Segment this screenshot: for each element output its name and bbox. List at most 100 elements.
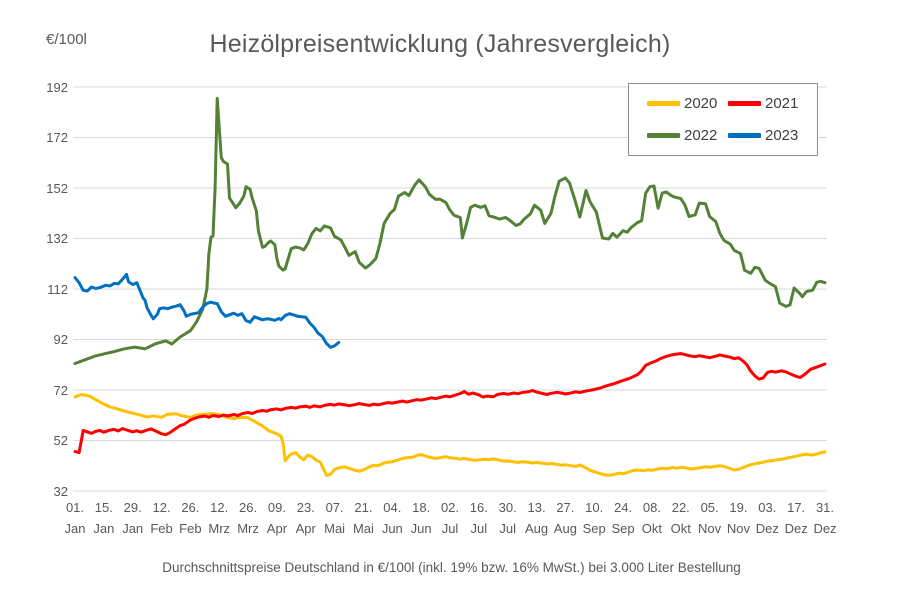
x-tick-label-01.Jan: 01. Jan bbox=[53, 497, 97, 539]
x-tick-label-03.Dez: 03. Dez bbox=[745, 497, 789, 539]
x-tick-day: 27. bbox=[556, 500, 575, 515]
x-tick-label-09.Apr: 09. Apr bbox=[255, 497, 299, 539]
x-tick-label-31.Dez: 31. Dez bbox=[803, 497, 847, 539]
x-tick-day: 10. bbox=[585, 500, 604, 515]
x-tick-label-02.Jul: 02. Jul bbox=[428, 497, 472, 539]
y-tick-label-132: 132 bbox=[46, 231, 68, 246]
x-tick-label-24.Sep: 24. Sep bbox=[601, 497, 645, 539]
legend-label-2020: 2020 bbox=[684, 95, 718, 113]
x-tick-day: 16. bbox=[469, 500, 488, 515]
x-tick-month: Dez bbox=[813, 521, 837, 536]
x-tick-label-08.Okt: 08. Okt bbox=[630, 497, 674, 539]
x-tick-label-19.Nov: 19. Nov bbox=[716, 497, 760, 539]
x-tick-month: Apr bbox=[266, 521, 288, 536]
x-tick-month: Okt bbox=[641, 521, 663, 536]
x-tick-month: Apr bbox=[295, 521, 316, 536]
x-tick-day: 21. bbox=[354, 500, 373, 515]
x-tick-day: 23. bbox=[296, 500, 315, 515]
x-tick-day: 12. bbox=[152, 500, 171, 515]
y-tick-label-72: 72 bbox=[53, 382, 68, 398]
x-tick-month: Sep bbox=[611, 521, 635, 536]
x-tick-day: 17. bbox=[787, 500, 806, 515]
footer-caption: Durchschnittspreise Deutschland in €/100… bbox=[162, 560, 741, 575]
x-tick-label-26.Feb: 26. Feb bbox=[168, 497, 212, 539]
series-line-2023 bbox=[73, 272, 341, 349]
y-tick-label-32: 32 bbox=[53, 483, 68, 499]
x-tick-label-10.Sep: 10. Sep bbox=[572, 497, 616, 539]
x-tick-month: Sep bbox=[582, 521, 606, 536]
x-tick-day: 26. bbox=[239, 500, 258, 515]
x-tick-label-18.Jun: 18. Jun bbox=[399, 497, 443, 539]
x-tick-day: 29. bbox=[123, 500, 142, 515]
x-tick-day: 30. bbox=[498, 500, 517, 515]
x-tick-label-04.Jun: 04. Jun bbox=[370, 497, 414, 539]
x-tick-label-23.Apr: 23. Apr bbox=[284, 497, 328, 539]
legend-swatch-2023 bbox=[728, 132, 761, 138]
legend-item-2020: 2020 bbox=[647, 95, 728, 112]
x-tick-month: Nov bbox=[726, 521, 751, 536]
y-axis-unit-label: €/100l bbox=[46, 31, 87, 48]
x-tick-month: Jun bbox=[410, 521, 432, 536]
x-tick-day: 15. bbox=[94, 500, 113, 515]
x-tick-month: Feb bbox=[150, 521, 173, 536]
y-tick-label-152: 152 bbox=[46, 180, 68, 196]
x-tick-month: Jun bbox=[381, 521, 403, 536]
x-tick-month: Jan bbox=[122, 521, 144, 536]
x-tick-month: Mrz bbox=[237, 521, 259, 536]
x-tick-label-12.Feb: 12. Feb bbox=[140, 497, 184, 539]
x-tick-month: Dez bbox=[755, 521, 779, 536]
x-tick-label-05.Nov: 05. Nov bbox=[688, 497, 732, 539]
x-tick-label-13.Aug: 13. Aug bbox=[515, 497, 559, 539]
x-tick-label-07.Mai: 07. Mai bbox=[313, 497, 357, 539]
x-tick-day: 08. bbox=[642, 500, 661, 515]
chart-title: Heizölpreisentwicklung (Jahresvergleich) bbox=[209, 30, 671, 58]
x-tick-label-16.Jul: 16. Jul bbox=[457, 497, 501, 539]
series-line-2022 bbox=[73, 96, 827, 365]
x-tick-day: 05. bbox=[700, 500, 719, 515]
x-tick-day: 24. bbox=[614, 500, 633, 515]
legend-label-2023: 2023 bbox=[765, 126, 799, 144]
legend-item-2023: 2023 bbox=[728, 127, 809, 144]
legend-item-2022: 2022 bbox=[647, 127, 728, 144]
x-tick-day: 13. bbox=[527, 500, 546, 515]
x-tick-month: Feb bbox=[179, 521, 202, 536]
legend-swatch-2021 bbox=[728, 101, 761, 107]
x-tick-month: Jul bbox=[470, 521, 488, 536]
x-tick-day: 12. bbox=[210, 500, 229, 515]
x-tick-label-30.Jul: 30. Jul bbox=[486, 497, 530, 539]
x-tick-month: Jul bbox=[499, 521, 516, 536]
x-tick-month: Jul bbox=[441, 521, 459, 536]
x-tick-month: Nov bbox=[698, 521, 722, 536]
x-tick-month: Jan bbox=[93, 521, 115, 536]
y-tick-label-172: 172 bbox=[46, 130, 68, 145]
x-tick-day: 22. bbox=[671, 500, 690, 515]
x-tick-month: Mai bbox=[352, 521, 374, 536]
x-tick-label-26.Mrz: 26. Mrz bbox=[226, 497, 270, 539]
x-tick-day: 26. bbox=[181, 500, 200, 515]
x-tick-label-22.Okt: 22. Okt bbox=[659, 497, 703, 539]
x-tick-day: 03. bbox=[758, 500, 777, 515]
legend-label-2022: 2022 bbox=[684, 126, 718, 144]
y-tick-label-92: 92 bbox=[53, 332, 68, 347]
x-tick-day: 02. bbox=[440, 500, 460, 515]
legend-label-2021: 2021 bbox=[765, 95, 799, 113]
x-tick-month: Aug bbox=[553, 521, 577, 536]
legend: 2020 2021 2022 2023 bbox=[628, 83, 818, 156]
x-tick-label-21.Mai: 21. Mai bbox=[341, 497, 385, 539]
x-tick-label-15.Jan: 15. Jan bbox=[82, 497, 126, 539]
x-tick-month: Dez bbox=[784, 521, 808, 536]
x-tick-label-29.Jan: 29. Jan bbox=[111, 497, 155, 539]
y-tick-label-52: 52 bbox=[53, 433, 68, 448]
y-tick-label-192: 192 bbox=[46, 79, 68, 95]
x-tick-label-12.Mrz: 12. Mrz bbox=[197, 497, 241, 539]
x-tick-day: 19. bbox=[729, 500, 748, 515]
x-tick-day: 18. bbox=[412, 500, 431, 515]
x-tick-month: Okt bbox=[670, 521, 691, 536]
y-tick-label-112: 112 bbox=[47, 281, 68, 297]
legend-swatch-2020 bbox=[647, 101, 680, 107]
legend-swatch-2022 bbox=[647, 132, 680, 138]
legend-item-2021: 2021 bbox=[728, 95, 809, 112]
x-tick-month: Mai bbox=[324, 521, 346, 536]
